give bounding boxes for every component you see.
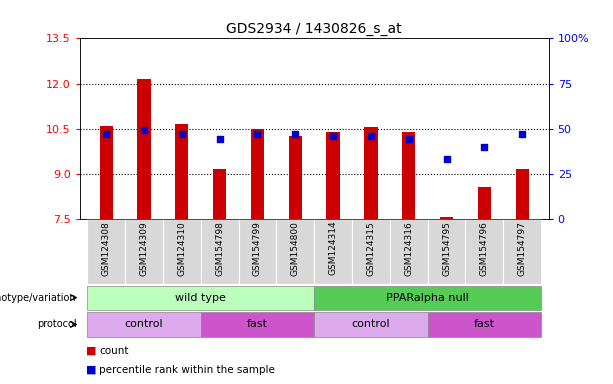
Point <box>366 133 376 139</box>
Text: GSM154795: GSM154795 <box>442 221 451 276</box>
Text: GSM124314: GSM124314 <box>329 221 338 275</box>
Text: GSM154797: GSM154797 <box>517 221 527 276</box>
Point <box>101 131 111 137</box>
Text: control: control <box>352 319 390 329</box>
Bar <box>200 219 238 284</box>
Bar <box>289 136 302 219</box>
Bar <box>200 313 314 336</box>
Text: control: control <box>124 319 163 329</box>
Text: GSM124309: GSM124309 <box>140 221 148 276</box>
Bar <box>276 219 314 284</box>
Point <box>139 127 149 134</box>
Text: fast: fast <box>474 319 495 329</box>
Text: protocol: protocol <box>37 319 77 329</box>
Text: GSM124308: GSM124308 <box>102 221 111 276</box>
Text: GSM124316: GSM124316 <box>404 221 413 276</box>
Bar <box>137 79 151 219</box>
Bar <box>428 219 465 284</box>
Point <box>215 136 224 142</box>
Text: count: count <box>99 346 129 356</box>
Bar <box>314 219 352 284</box>
Text: GSM124310: GSM124310 <box>177 221 186 276</box>
Point <box>404 136 414 142</box>
Text: genotype/variation: genotype/variation <box>0 293 77 303</box>
Bar <box>352 219 390 284</box>
Bar <box>402 132 416 219</box>
Text: ■: ■ <box>86 346 96 356</box>
Bar <box>314 286 541 310</box>
Bar <box>99 126 113 219</box>
Text: ■: ■ <box>86 365 96 375</box>
Bar <box>516 169 529 219</box>
Bar <box>465 219 503 284</box>
Bar <box>440 217 453 219</box>
Point <box>441 156 451 162</box>
Text: GSM154799: GSM154799 <box>253 221 262 276</box>
Title: GDS2934 / 1430826_s_at: GDS2934 / 1430826_s_at <box>226 22 402 36</box>
Text: GSM154800: GSM154800 <box>291 221 300 276</box>
Bar <box>238 219 276 284</box>
Point <box>253 131 262 137</box>
Bar <box>87 219 125 284</box>
Point <box>517 131 527 137</box>
Point <box>479 144 489 150</box>
Bar <box>175 124 188 219</box>
Text: fast: fast <box>247 319 268 329</box>
Bar <box>87 313 200 336</box>
Text: PPARalpha null: PPARalpha null <box>386 293 469 303</box>
Text: percentile rank within the sample: percentile rank within the sample <box>99 365 275 375</box>
Bar <box>428 313 541 336</box>
Text: GSM154796: GSM154796 <box>480 221 489 276</box>
Bar <box>327 132 340 219</box>
Text: GSM154798: GSM154798 <box>215 221 224 276</box>
Text: wild type: wild type <box>175 293 226 303</box>
Bar <box>314 313 428 336</box>
Bar <box>503 219 541 284</box>
Bar <box>163 219 200 284</box>
Text: GSM124315: GSM124315 <box>367 221 375 276</box>
Bar <box>478 187 491 219</box>
Bar <box>251 129 264 219</box>
Point <box>328 133 338 139</box>
Bar <box>364 127 378 219</box>
Bar <box>213 169 226 219</box>
Point <box>291 131 300 137</box>
Bar <box>87 286 314 310</box>
Point <box>177 131 187 137</box>
Bar <box>390 219 428 284</box>
Bar <box>125 219 163 284</box>
